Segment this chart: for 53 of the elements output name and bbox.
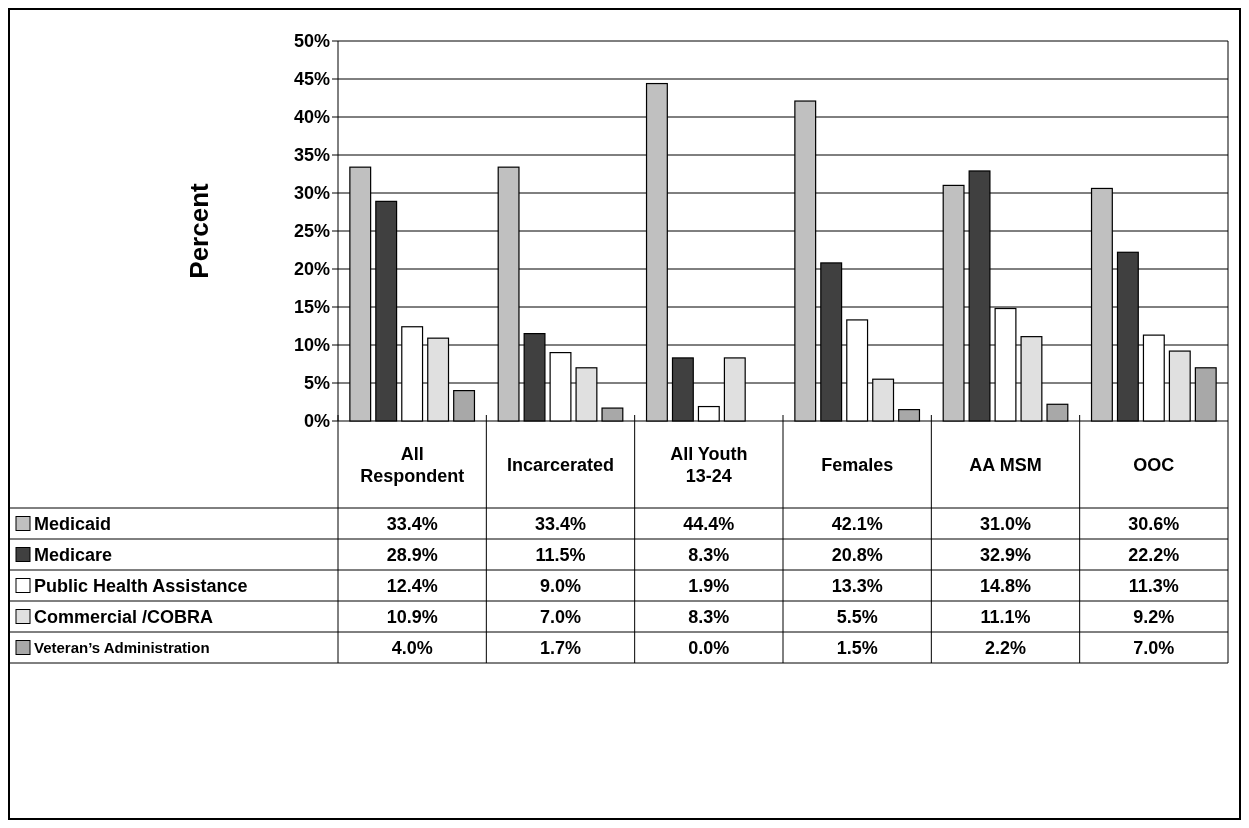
data-label: 7.0% xyxy=(539,606,582,627)
y-tick-label: 20% xyxy=(293,259,330,280)
x-tick-label: All Youth 13-24 xyxy=(670,443,748,486)
y-tick-label: 15% xyxy=(293,297,330,318)
y-tick-label: 40% xyxy=(293,107,330,128)
data-label: 4.0% xyxy=(391,637,433,658)
data-label: 42.1% xyxy=(831,513,883,534)
data-label: 33.4% xyxy=(386,513,438,534)
x-tick-label: OOC xyxy=(1133,454,1175,475)
data-label: 31.0% xyxy=(979,513,1032,534)
y-tick-label: 25% xyxy=(293,221,330,242)
data-label: 11.3% xyxy=(1128,575,1179,596)
legend-label: Veteran’s Administration xyxy=(34,638,210,656)
data-label: 5.5% xyxy=(836,606,878,627)
x-tick-label: AA MSM xyxy=(969,454,1042,475)
data-label: 1.9% xyxy=(688,575,730,596)
y-tick-label: 0% xyxy=(303,411,330,432)
y-tick-label: 10% xyxy=(293,335,330,356)
data-label: 9.0% xyxy=(539,575,582,596)
data-label: 28.9% xyxy=(386,544,438,565)
data-label: 8.3% xyxy=(688,606,730,627)
data-label: 14.8% xyxy=(979,575,1032,596)
data-label: 8.3% xyxy=(688,544,730,565)
y-tick-label: 50% xyxy=(293,31,330,52)
data-label: 7.0% xyxy=(1133,637,1175,658)
data-label: 32.9% xyxy=(979,544,1032,565)
legend-label: Medicare xyxy=(34,544,113,565)
data-label: 0.0% xyxy=(688,637,730,658)
y-tick-label: 35% xyxy=(293,145,330,166)
x-tick-label: Females xyxy=(821,454,894,475)
data-label: 12.4% xyxy=(386,575,438,596)
data-label: 20.8% xyxy=(831,544,883,565)
data-label: 2.2% xyxy=(984,637,1027,658)
data-label: 11.1% xyxy=(980,606,1031,627)
data-label: 44.4% xyxy=(683,513,735,534)
legend-label: Public Health Assistance xyxy=(34,575,248,596)
data-label: 10.9% xyxy=(386,606,438,627)
data-label: 1.7% xyxy=(539,637,582,658)
data-label: 13.3% xyxy=(831,575,883,596)
data-label: 30.6% xyxy=(1128,513,1180,534)
data-label: 9.2% xyxy=(1133,606,1175,627)
x-tick-label: All Respondent xyxy=(360,443,465,486)
y-tick-label: 45% xyxy=(293,69,330,90)
data-label: 33.4% xyxy=(534,513,587,534)
data-label: 22.2% xyxy=(1128,544,1180,565)
legend-label: Medicaid xyxy=(34,513,112,534)
x-tick-label: Incarcerated xyxy=(506,454,615,475)
data-label: 11.5% xyxy=(535,544,586,565)
y-tick-label: 5% xyxy=(303,373,330,394)
y-axis-title: Percent xyxy=(184,182,214,279)
data-label: 1.5% xyxy=(836,637,878,658)
legend-label: Commercial /COBRA xyxy=(34,606,214,627)
y-tick-label: 30% xyxy=(293,183,330,204)
